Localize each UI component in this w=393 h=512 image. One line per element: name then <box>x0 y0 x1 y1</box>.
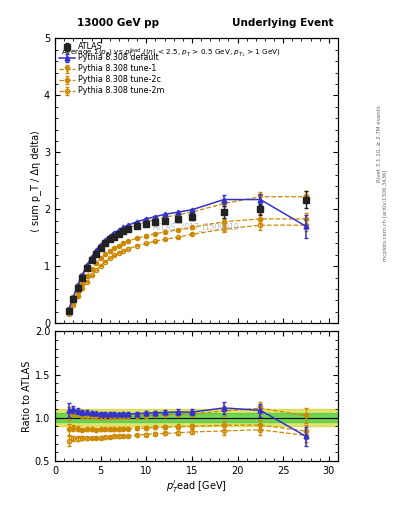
Bar <box>55 409 338 426</box>
Text: ATLAS_2017_I1509919: ATLAS_2017_I1509919 <box>153 222 240 231</box>
Text: Rivet 3.1.10, ≥ 2.7M events: Rivet 3.1.10, ≥ 2.7M events <box>377 105 382 182</box>
Y-axis label: ⟨ sum p_T / Δη delta⟩: ⟨ sum p_T / Δη delta⟩ <box>30 130 41 232</box>
Y-axis label: Ratio to ATLAS: Ratio to ATLAS <box>22 360 32 432</box>
Text: 13000 GeV pp: 13000 GeV pp <box>77 18 159 28</box>
Text: Average $\Sigma(p_T)$ vs $p_T^{lead}$ ($|\eta|$ < 2.5, $p_T$ > 0.5 GeV, $p_{T_1}: Average $\Sigma(p_T)$ vs $p_T^{lead}$ ($… <box>61 47 281 60</box>
Text: Underlying Event: Underlying Event <box>232 18 334 28</box>
Bar <box>55 413 338 422</box>
X-axis label: $p_T^l$ead [GeV]: $p_T^l$ead [GeV] <box>166 478 227 495</box>
Text: mcplots.cern.ch [arXiv:1306.3436]: mcplots.cern.ch [arXiv:1306.3436] <box>383 169 387 261</box>
Legend: ATLAS, Pythia 8.308 default, Pythia 8.308 tune-1, Pythia 8.308 tune-2c, Pythia 8: ATLAS, Pythia 8.308 default, Pythia 8.30… <box>57 40 167 98</box>
